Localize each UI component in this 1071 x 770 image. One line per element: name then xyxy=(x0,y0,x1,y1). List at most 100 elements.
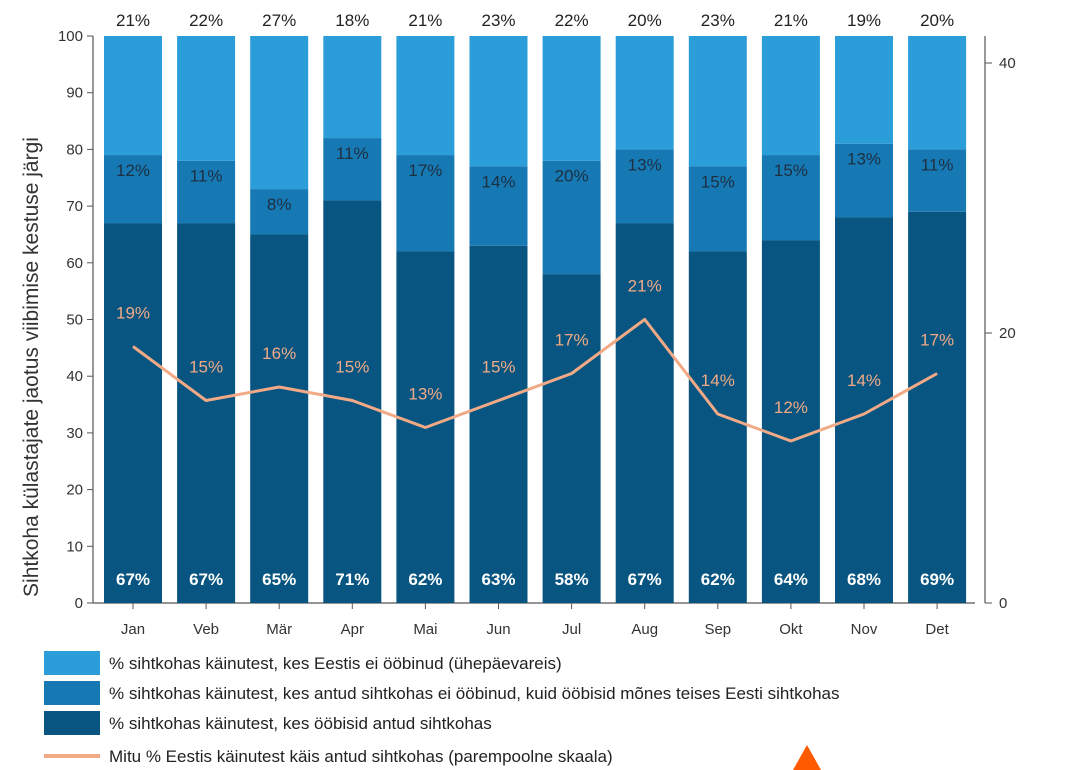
bar-label-bottom: 65% xyxy=(262,570,296,589)
line-point-label: 12% xyxy=(774,398,808,417)
legend-label: % sihtkohas käinutest, kes Eestis ei ööb… xyxy=(109,654,562,673)
x-tick-label: Jun xyxy=(486,621,510,638)
chart-bars xyxy=(104,36,967,604)
bar-label-top: 19% xyxy=(847,11,881,30)
bar-label-middle: 8% xyxy=(267,195,292,214)
y-tick-label: 60 xyxy=(66,255,83,272)
bar-label-bottom: 62% xyxy=(408,570,442,589)
bar-label-top: 23% xyxy=(701,11,735,30)
chart-axes: 0 10 20 30 40 50 60 70 80 90 100 0 20 40 Jan Veb Mär Apr M… xyxy=(58,28,1016,638)
x-tick-label: Apr xyxy=(341,621,364,638)
y-tick-label: 100 xyxy=(58,28,83,45)
bar-segment xyxy=(761,240,820,603)
bar-label-bottom: 68% xyxy=(847,570,881,589)
bar-segment xyxy=(104,155,162,224)
bar-label-bottom: 67% xyxy=(189,570,223,589)
bar-segment xyxy=(177,223,236,604)
bar-label-middle: 13% xyxy=(847,150,881,169)
bar-segment xyxy=(688,166,747,252)
bar-segment xyxy=(250,36,309,190)
bar-label-top: 18% xyxy=(335,11,369,30)
y-tick-label: 30 xyxy=(66,425,83,442)
x-tick-label: Sep xyxy=(704,621,731,638)
y2-tick-label: 0 xyxy=(999,595,1007,612)
bar-segment xyxy=(469,245,528,604)
bar-label-top: 21% xyxy=(116,11,150,30)
bar-segment xyxy=(542,36,601,161)
y-tick-label: 0 xyxy=(75,595,83,612)
bar-label-bottom: 64% xyxy=(774,570,808,589)
line-point-label: 15% xyxy=(189,358,223,377)
bar-label-top: 22% xyxy=(189,11,223,30)
bar-label-middle: 12% xyxy=(116,161,150,180)
bar-label-bottom: 67% xyxy=(116,570,150,589)
bar-label-top: 21% xyxy=(408,11,442,30)
bar-label-middle: 13% xyxy=(628,155,662,174)
bar-segment xyxy=(835,36,893,144)
y-axis-label: Sihtkoha külastajate jaotus viibimise ke… xyxy=(20,137,43,597)
bar-label-top: 20% xyxy=(920,11,954,30)
x-tick-label: Jul xyxy=(562,621,581,638)
bar-segment xyxy=(908,149,967,212)
bar-label-middle: 11% xyxy=(336,144,369,163)
bar-label-middle: 20% xyxy=(555,167,589,186)
bar-segment xyxy=(323,36,382,139)
line-point-label: 13% xyxy=(408,385,442,404)
bar-label-top: 22% xyxy=(555,11,589,30)
line-series-path xyxy=(132,318,938,443)
bar-label-middle: 17% xyxy=(408,161,442,180)
bar-label-bottom: 63% xyxy=(481,570,515,589)
line-point-label: 17% xyxy=(555,331,589,350)
bar-label-middle: 15% xyxy=(774,161,808,180)
legend-label: % sihtkohas käinutest, kes ööbisid antud… xyxy=(109,714,492,733)
y-tick-label: 50 xyxy=(66,312,83,329)
bar-label-middle: 11% xyxy=(190,167,223,186)
bar-label-middle: 11% xyxy=(921,155,954,174)
bar-segment xyxy=(177,160,236,224)
x-tick-label: Nov xyxy=(851,621,878,638)
bar-segment xyxy=(250,234,309,603)
chart-data-labels: 67% 12% 21% 67% 11% 22% 65% 8% 27% 71% 11% 18% 62% 17… xyxy=(116,11,954,589)
line-point-label: 15% xyxy=(335,358,369,377)
legend-swatch xyxy=(44,711,100,735)
bar-segment xyxy=(323,138,382,201)
y-tick-label: 20 xyxy=(66,482,83,499)
bar-segment xyxy=(835,143,893,218)
bar-label-top: 20% xyxy=(628,11,662,30)
bar-segment xyxy=(250,189,309,235)
bar-label-bottom: 58% xyxy=(555,570,589,589)
bar-label-top: 27% xyxy=(262,11,296,30)
bar-segment xyxy=(469,36,528,167)
bar-segment xyxy=(469,166,528,246)
bar-segment xyxy=(542,274,601,603)
line-point-label: 19% xyxy=(116,304,150,323)
legend-swatch xyxy=(44,681,100,705)
legend-swatch xyxy=(44,651,100,675)
bar-label-middle: 15% xyxy=(701,172,735,191)
y2-tick-label: 40 xyxy=(999,55,1016,72)
chart-legend: % sihtkohas käinutest, kes Eestis ei ööb… xyxy=(44,651,839,766)
chart-line-series xyxy=(132,318,938,443)
line-point-label: 16% xyxy=(262,344,296,363)
y-tick-label: 10 xyxy=(66,538,83,555)
line-point-label: 14% xyxy=(701,371,735,390)
x-tick-label: Veb xyxy=(193,621,219,638)
bar-label-bottom: 71% xyxy=(335,570,369,589)
bar-segment xyxy=(615,223,674,604)
warning-triangle-icon xyxy=(793,745,821,770)
bar-segment xyxy=(615,149,674,224)
bar-segment xyxy=(396,155,455,252)
y-tick-label: 70 xyxy=(66,198,83,215)
bar-label-top: 23% xyxy=(481,11,515,30)
y-tick-label: 90 xyxy=(66,85,83,102)
x-tick-label: Jan xyxy=(121,621,145,638)
bar-segment xyxy=(104,36,162,156)
bar-segment xyxy=(615,36,674,150)
line-point-label: 15% xyxy=(481,358,515,377)
bar-segment xyxy=(908,211,967,603)
y2-tick-label: 20 xyxy=(999,325,1016,342)
bar-segment xyxy=(104,223,162,604)
x-tick-label: Det xyxy=(925,621,949,638)
line-point-label: 14% xyxy=(847,371,881,390)
x-tick-label: Mär xyxy=(266,621,292,638)
